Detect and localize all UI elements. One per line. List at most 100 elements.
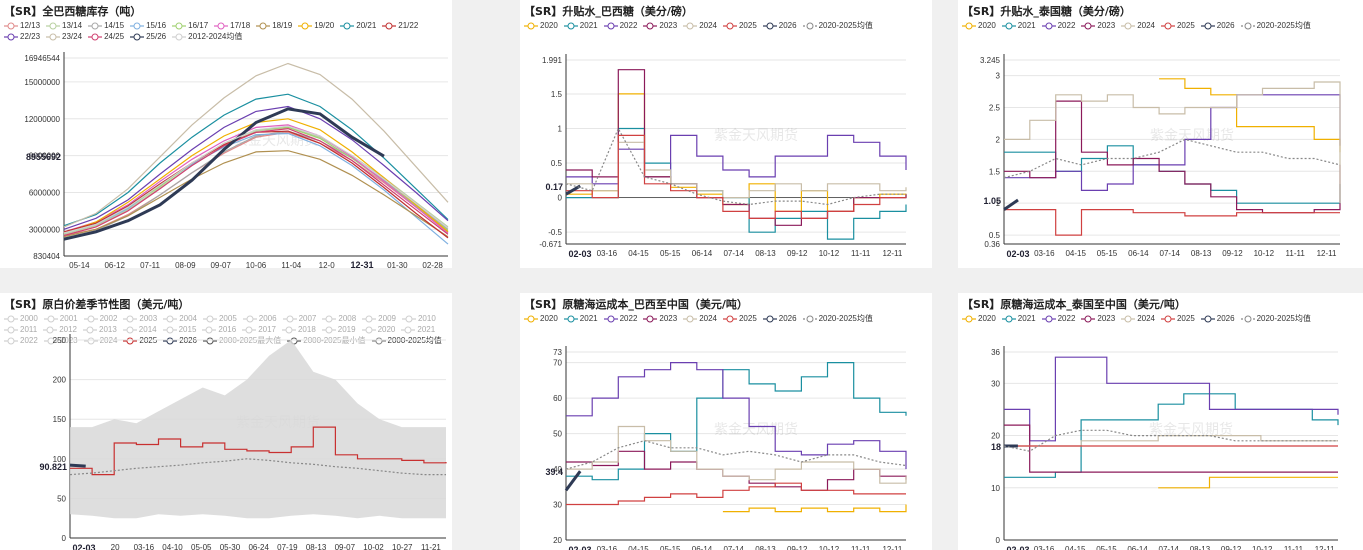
legend-item[interactable]: 19/20 [298,20,334,31]
legend-item[interactable]: 2012 [43,324,77,335]
legend-item[interactable]: 2008 [322,313,356,324]
legend-item[interactable]: 2026 [762,20,797,31]
legend-item[interactable]: 2004 [163,313,197,324]
current-value-label: 18 [991,442,1001,452]
legend-item[interactable]: 22/23 [4,31,40,42]
legend-item[interactable]: 2024 [683,20,717,31]
panel-white-raw-spread: 【SR】原白价差季节性图（美元/吨） 2000 2001 2002 2003 2004 2… [0,293,452,550]
legend-item[interactable]: 2020 [361,324,395,335]
legend-item[interactable]: 2021 [563,20,598,31]
legend-label: 2021 [417,325,436,334]
legend-item[interactable]: 2010 [401,313,436,324]
chart-thai-premium: 3.245 3 2.5 2 1.5 1 0.50.36 03-16 04-15 05-15 06-1… [980,54,1341,259]
legend[interactable]: 2020 2021 2022 2023 2024 2025 2026 2020-2025均值 [524,20,928,31]
legend-item[interactable]: 2005 [202,313,237,324]
legend-item[interactable]: 2018 [281,324,316,335]
legend-item[interactable]: 2025 [722,313,757,324]
legend-item[interactable]: 2026 [762,313,797,324]
x-tick-label: 04-15 [628,545,649,550]
y-tick-label: 830404 [33,252,60,261]
legend-item[interactable]: 2011 [4,324,37,335]
legend-item[interactable]: 24/25 [88,31,124,42]
legend-label: 2016 [218,325,237,334]
y-tick-label: 1 [996,199,1001,208]
legend-item[interactable]: 16/17 [172,20,208,31]
x-current-date-label: 02-03 [568,249,591,259]
legend-item[interactable]: 2025 [1160,20,1195,31]
legend-item[interactable]: 2024 [1121,313,1155,324]
x-tick-label: 07-11 [140,261,160,268]
legend-item[interactable]: 2020-2025均值 [802,313,873,324]
legend-item[interactable]: 2021 [1001,313,1036,324]
legend-item[interactable]: 2024 [1121,20,1155,31]
legend-item[interactable]: 2026 [1200,20,1235,31]
legend-item[interactable]: 2017 [242,324,276,335]
legend-item[interactable]: 2015 [162,324,196,335]
legend-item[interactable]: 2025 [1160,313,1195,324]
legend-item[interactable]: 2021 [401,324,435,335]
legend-item[interactable]: 2001 [43,313,78,324]
legend-item[interactable]: 21/22 [382,20,418,31]
legend-item[interactable]: 2016 [202,324,236,335]
legend-item[interactable]: 2023 [643,20,677,31]
legend-item[interactable]: 2023 [43,335,78,346]
legend-item[interactable]: 2013 [83,324,117,335]
legend-item[interactable]: 2020-2025均值 [802,20,873,31]
legend-item[interactable]: 2003 [123,313,157,324]
legend-item[interactable]: 15/16 [130,20,166,31]
legend[interactable]: 12/13 13/14 14/15 15/16 16/17 17/18 18/19 19/20… [4,20,448,42]
legend-item[interactable]: 2024 [683,313,717,324]
legend-item[interactable]: 18/19 [256,20,292,31]
legend-item[interactable]: 2023 [643,313,677,324]
legend-label: 2020 [540,314,558,323]
legend-item[interactable]: 2025 [722,20,757,31]
legend-item[interactable]: 25/26 [130,31,166,42]
legend-item[interactable]: 13/14 [46,20,82,31]
series-line [1003,138,1341,179]
legend-item[interactable]: 2019 [321,324,356,335]
legend[interactable]: 2020 2021 2022 2023 2024 2025 2026 2020-2025均值 [524,313,928,324]
legend-item[interactable]: 2022 [1041,313,1075,324]
legend-item[interactable]: 2022 [4,335,38,346]
legend-item[interactable]: 2020-2025均值 [1240,313,1311,324]
legend-item[interactable]: 14/15 [88,20,124,31]
x-tick-label: 12-11 [1317,249,1337,258]
legend-item[interactable]: 12/13 [4,20,40,31]
legend-item[interactable]: 2014 [122,324,157,335]
x-tick-label: 07-14 [723,545,744,550]
legend-label: 2020 [978,21,996,30]
legend[interactable]: 2020 2021 2022 2023 2024 2025 2026 2020-2025均值 [962,20,1359,31]
chart-title: 【SR】原糖海运成本_巴西至中国（美元/吨） [524,298,748,311]
legend-item[interactable]: 20/21 [340,20,376,31]
legend-item[interactable]: 2020 [524,313,558,324]
legend-item[interactable]: 17/18 [214,20,250,31]
legend-item[interactable]: 2020 [962,313,996,324]
legend-item[interactable]: 2023 [1081,313,1115,324]
legend-item[interactable]: 2000 [4,313,38,324]
series-line [63,132,449,245]
legend-item[interactable]: 2009 [362,313,396,324]
y-tick-label: 1.5 [551,90,563,99]
legend-item[interactable]: 23/24 [46,31,82,42]
legend-item[interactable]: 2020 [962,20,996,31]
legend-item[interactable]: 2023 [1081,20,1115,31]
legend-item[interactable]: 2022 [1041,20,1075,31]
legend-item[interactable]: 2002 [83,313,117,324]
x-tick-label: 07-14 [1159,545,1180,550]
legend-item[interactable]: 2012-2024均值 [172,31,242,42]
legend-item[interactable]: 2022 [603,20,637,31]
legend-item[interactable]: 2026 [1200,313,1235,324]
legend[interactable]: 2020 2021 2022 2023 2024 2025 2026 2020-2025均值 [962,313,1359,324]
series-line [1003,198,1019,211]
legend-label: 13/14 [62,21,83,30]
legend-item[interactable]: 2007 [282,313,316,324]
watermark: 紫金天风期货 [714,421,798,438]
legend-item[interactable]: 2021 [563,313,598,324]
x-tick-label: 10-06 [246,261,267,268]
legend-item[interactable]: 2006 [242,313,277,324]
legend-item[interactable]: 2021 [1001,20,1036,31]
legend-item[interactable]: 2020-2025均值 [1240,20,1311,31]
legend-item[interactable]: 2020 [524,20,558,31]
legend-item[interactable]: 2022 [603,313,637,324]
x-tick-label: 05-15 [1097,249,1118,258]
